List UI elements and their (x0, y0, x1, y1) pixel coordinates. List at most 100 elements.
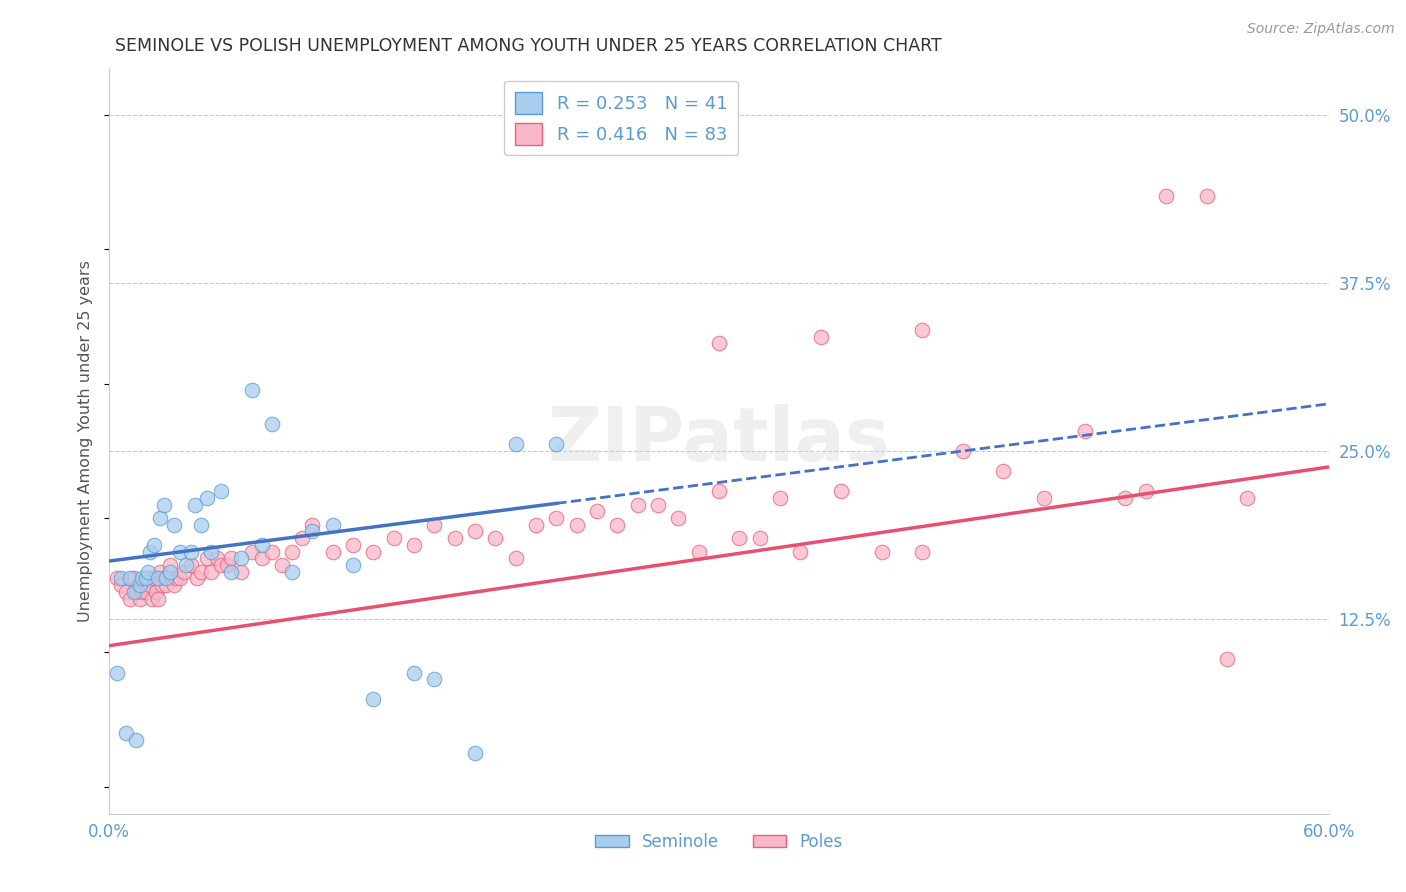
Point (149, 511, 172, 525)
Point (647, 498, 669, 512)
Point (136, 572, 159, 586)
Point (124, 732, 146, 747)
Point (464, 746, 486, 760)
Y-axis label: Unemployment Among Youth under 25 years: Unemployment Among Youth under 25 years (79, 260, 93, 622)
Point (260, 417, 283, 431)
Point (169, 544, 191, 558)
Point (789, 544, 811, 558)
Point (135, 572, 157, 586)
Point (122, 572, 145, 586)
Point (135, 585, 157, 599)
Point (260, 544, 283, 558)
Point (240, 384, 263, 398)
Point (118, 591, 141, 606)
Point (1033, 491, 1056, 505)
Point (146, 591, 169, 606)
Point (105, 665, 128, 680)
Point (105, 572, 128, 586)
Point (155, 578, 177, 592)
Point (200, 565, 222, 579)
Point (114, 585, 136, 599)
Point (464, 524, 486, 539)
Point (190, 517, 212, 532)
Point (169, 572, 191, 586)
Point (205, 551, 228, 566)
Point (911, 544, 934, 558)
Point (505, 437, 527, 451)
Point (688, 544, 710, 558)
Point (149, 565, 172, 579)
Point (707, 336, 730, 351)
Text: SEMINOLE VS POLISH UNEMPLOYMENT AMONG YOUTH UNDER 25 YEARS CORRELATION CHART: SEMINOLE VS POLISH UNEMPLOYMENT AMONG YO… (115, 37, 942, 55)
Point (110, 572, 132, 586)
Point (627, 498, 650, 512)
Point (363, 692, 385, 706)
Point (250, 538, 273, 552)
Point (443, 531, 465, 545)
Point (250, 551, 273, 566)
Point (291, 531, 314, 545)
Point (524, 517, 547, 532)
Point (1154, 188, 1177, 202)
Point (141, 591, 163, 606)
Point (586, 504, 609, 518)
Point (183, 498, 205, 512)
Point (1216, 652, 1239, 666)
Point (281, 544, 304, 558)
Point (1074, 424, 1097, 438)
Point (180, 544, 202, 558)
Point (186, 572, 208, 586)
Point (131, 572, 153, 586)
Point (150, 578, 173, 592)
Point (173, 565, 195, 579)
Point (136, 565, 159, 579)
Point (404, 665, 426, 680)
Point (209, 558, 232, 572)
Point (139, 578, 162, 592)
Point (146, 572, 169, 586)
Point (728, 531, 751, 545)
Legend: R = 0.253   N = 41, R = 0.416   N = 83: R = 0.253 N = 41, R = 0.416 N = 83 (505, 80, 738, 155)
Point (231, 551, 253, 566)
Point (128, 578, 150, 592)
Point (127, 578, 149, 592)
Point (1114, 491, 1136, 505)
Point (176, 558, 198, 572)
Point (301, 517, 323, 532)
Point (271, 558, 294, 572)
Point (546, 511, 568, 525)
Point (505, 551, 527, 566)
Point (342, 558, 364, 572)
Point (565, 517, 588, 532)
Point (142, 538, 165, 552)
Point (301, 524, 323, 539)
Text: ZIPatlas: ZIPatlas (547, 404, 890, 477)
Point (748, 531, 770, 545)
Point (139, 544, 162, 558)
Point (993, 464, 1015, 478)
Point (322, 517, 344, 532)
Point (606, 517, 628, 532)
Point (952, 443, 974, 458)
Point (142, 572, 165, 586)
Point (209, 484, 232, 499)
Point (546, 437, 568, 451)
Text: Source: ZipAtlas.com: Source: ZipAtlas.com (1247, 22, 1395, 37)
Point (200, 544, 222, 558)
Point (1236, 491, 1258, 505)
Point (911, 323, 934, 337)
Point (423, 672, 446, 686)
Point (810, 329, 832, 343)
Point (110, 578, 132, 592)
Point (769, 491, 792, 505)
Point (666, 511, 689, 525)
Point (322, 544, 344, 558)
Point (217, 558, 239, 572)
Point (153, 572, 176, 586)
Point (153, 498, 176, 512)
Point (124, 585, 146, 599)
Point (382, 531, 405, 545)
Point (155, 572, 177, 586)
Point (159, 565, 181, 579)
Point (118, 572, 141, 586)
